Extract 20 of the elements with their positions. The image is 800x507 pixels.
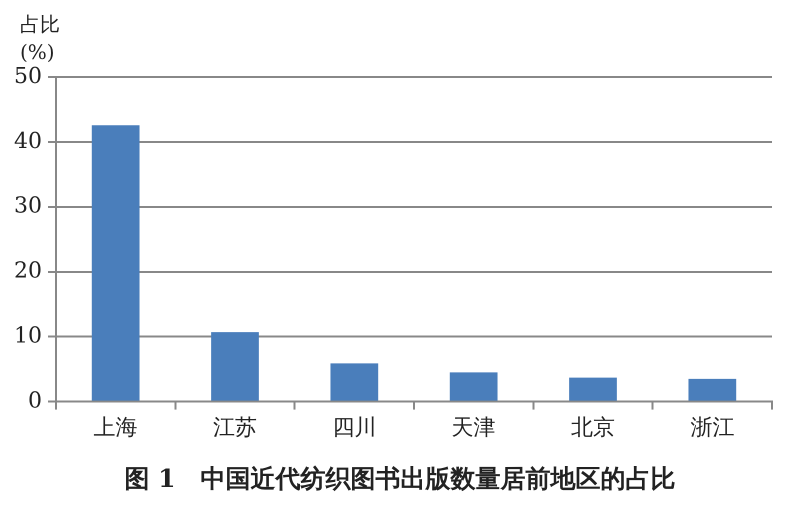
y-tick-label: 40 — [14, 128, 42, 154]
y-tick-label: 10 — [14, 323, 42, 348]
x-tick-label: 浙江 — [690, 416, 734, 441]
text: 图 1 中国近代纺织图书出版数量居前地区的占比 — [123, 463, 677, 495]
x-tick-label: 上海 — [94, 416, 138, 441]
bar — [92, 125, 140, 401]
x-tick-label: 北京 — [571, 416, 615, 441]
x-tick-label: 天津 — [452, 416, 496, 441]
x-tick-label: 江苏 — [212, 416, 257, 441]
y-tick-label: 0 — [28, 388, 42, 414]
bar — [688, 378, 736, 401]
y-axis-title: 占比 (%) — [20, 11, 60, 66]
bar — [211, 332, 259, 401]
x-tick-label: 四川 — [332, 416, 376, 441]
bar — [569, 378, 617, 401]
y-tick-label: 30 — [14, 194, 42, 219]
y-tick-label: 20 — [14, 258, 42, 284]
y-tick-label: 50 — [14, 64, 42, 89]
bar — [330, 363, 378, 401]
bar — [450, 372, 498, 401]
